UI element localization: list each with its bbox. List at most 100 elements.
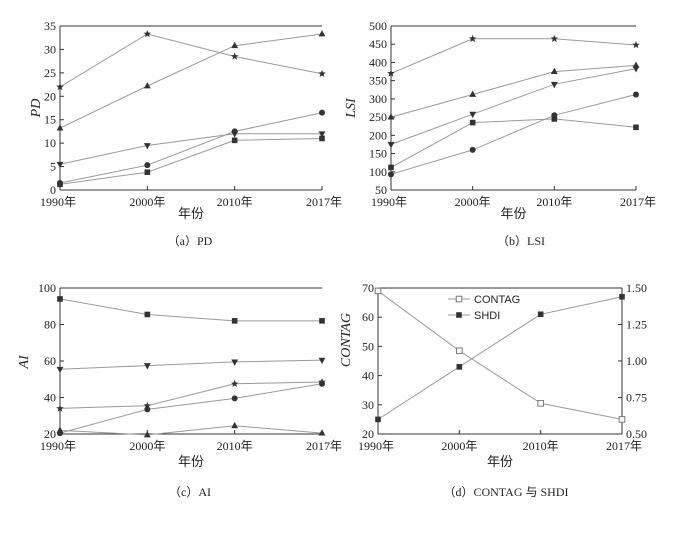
data-point-marker [319,135,325,142]
data-point-marker [231,137,238,144]
series-line [377,296,623,420]
data-point-marker [56,404,64,412]
data-point-marker [387,142,395,149]
x-axis-label: 年份 [487,455,513,470]
data-point-marker [56,366,64,374]
x-tick-label: 2010年 [523,439,559,453]
legend-label: SHDI [474,310,500,322]
y2-tick-label: 1.50 [626,281,647,295]
data-point-marker [231,318,238,324]
y-tick-label: 10 [44,136,56,150]
data-point-marker [469,119,476,126]
y-tick-label: 60 [44,354,56,368]
legend: CONTAG SHDI [448,294,520,322]
x-tick-label: 2017年 [620,195,656,209]
y-tick-label: 20 [44,427,56,441]
chart-panel-lsi: 50 100 150 200 250 300 350 400 450 500 1990年 2000年 2… [344,19,656,248]
data-point-marker [318,30,326,37]
panel-caption: （b）LSI [497,234,545,248]
series-triangle-up [56,421,326,438]
data-point-marker [633,91,639,98]
data-point-marker [144,311,151,318]
series-line [59,298,322,322]
x-tick-label: 2010年 [536,195,572,209]
x-tick-label: 2000年 [129,439,165,453]
data-point-marker [632,66,640,73]
y-tick-label: 350 [369,74,387,88]
data-point-marker [56,124,64,131]
series-line [390,118,637,168]
data-point-marker [551,112,558,119]
data-point-marker [57,181,63,188]
series-line [59,133,322,165]
data-point-marker [57,296,63,302]
y-tick-label: 200 [369,128,387,142]
y-tick-label: 450 [369,37,387,51]
data-point-marker [469,111,477,119]
data-point-marker [632,61,640,68]
x-tick-label: 2017年 [606,439,642,453]
series-triangle-down [387,66,640,149]
x-tick-label: 1990年 [371,195,407,209]
data-point-marker [319,109,325,116]
series-square [57,296,325,324]
data-point-marker [537,311,544,318]
data-point-marker [143,82,151,89]
data-point-marker [537,400,544,407]
series-line [390,94,637,175]
series-star [56,29,326,91]
chart-panel-contag: 20 30 40 50 60 70 0.50 0.75 1.00 1.25 1.50 1990年 200… [339,281,647,499]
y2-tick-label: 1.00 [626,354,647,368]
series-line [59,138,323,185]
y-tick-label: 40 [44,391,56,405]
data-point-marker [318,357,326,364]
data-point-marker [56,161,64,169]
y-tick-label: 40 [362,369,374,383]
x-tick-label: 1990年 [358,439,394,453]
data-point-marker [387,69,395,77]
y2-tick-label: 1.25 [626,318,647,332]
y-tick-label: 60 [362,310,374,324]
data-point-marker [319,380,325,387]
series-circle [57,109,325,186]
data-point-marker [618,416,626,423]
data-point-marker [144,169,151,175]
panel-caption: （a）PD [168,234,213,248]
x-tick-label: 2010年 [217,439,253,453]
data-point-marker [231,359,239,366]
y2-tick-label: 0.50 [626,427,647,441]
series-line [59,383,323,434]
data-point-marker [143,29,152,38]
data-point-marker [144,406,151,413]
data-point-marker [632,40,640,49]
data-point-marker [468,34,477,42]
series-line [59,425,323,436]
series-triangle-down [56,131,326,169]
series-line [59,112,323,184]
y-tick-label: 50 [375,183,387,197]
series-line [390,68,637,145]
series-line [59,33,323,129]
data-point-marker [619,293,625,300]
x-tick-label: 2017年 [306,195,342,209]
y-tick-label: 35 [44,19,56,33]
series-triangle-up [387,61,640,120]
y-tick-label: 80 [44,318,56,332]
panel-caption: （c）AI [169,485,211,499]
data-point-marker [375,416,381,423]
y-axis-label: AI [17,354,32,370]
series-triangle-down [56,357,326,374]
x-tick-label: 1990年 [40,195,76,209]
y2-tick-label: 0.75 [626,391,647,405]
data-point-marker [469,146,476,153]
y-tick-label: 30 [362,398,374,412]
data-point-marker [144,162,151,169]
data-point-marker [318,131,326,138]
data-point-marker [231,395,238,402]
series-circle [388,91,639,178]
data-point-marker [633,124,639,131]
y-tick-label: 50 [362,339,374,353]
data-point-marker [56,426,64,433]
series-shdi [375,293,625,423]
